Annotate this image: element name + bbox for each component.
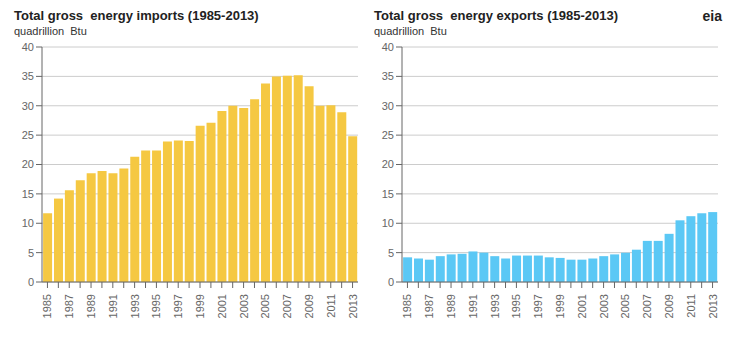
svg-text:1997: 1997 <box>532 294 544 318</box>
svg-text:2011: 2011 <box>685 294 697 318</box>
svg-text:0: 0 <box>28 276 34 288</box>
svg-text:2011: 2011 <box>325 294 337 318</box>
svg-text:0: 0 <box>388 276 394 288</box>
svg-text:1987: 1987 <box>423 294 435 318</box>
html-text:quadrillion Btu: quadrillion Btu <box>14 25 87 37</box>
svg-text:2005: 2005 <box>259 294 271 318</box>
svg-text:1985: 1985 <box>401 294 413 318</box>
svg-text:2007: 2007 <box>281 294 293 318</box>
svg-text:2009: 2009 <box>303 294 315 318</box>
svg-text:35: 35 <box>22 70 34 82</box>
svg-text:15: 15 <box>382 188 394 200</box>
svg-text:2013: 2013 <box>347 294 359 318</box>
html-text:quadrillion Btu: quadrillion Btu <box>374 25 447 37</box>
svg-text:1991: 1991 <box>107 294 119 318</box>
svg-text:2001: 2001 <box>576 294 588 318</box>
svg-text:1989: 1989 <box>445 294 457 318</box>
svg-text:30: 30 <box>382 100 394 112</box>
svg-text:30: 30 <box>22 100 34 112</box>
svg-text:2003: 2003 <box>598 294 610 318</box>
svg-text:1993: 1993 <box>489 294 501 318</box>
svg-text:1999: 1999 <box>554 294 566 318</box>
svg-text:1991: 1991 <box>467 294 479 318</box>
svg-text:15: 15 <box>22 188 34 200</box>
svg-text:35: 35 <box>382 70 394 82</box>
svg-text:2003: 2003 <box>238 294 250 318</box>
svg-text:25: 25 <box>22 129 34 141</box>
svg-text:5: 5 <box>388 247 394 259</box>
html-text:eia: eia <box>702 8 722 24</box>
svg-text:10: 10 <box>22 217 34 229</box>
svg-text:2007: 2007 <box>641 294 653 318</box>
svg-text:1987: 1987 <box>63 294 75 318</box>
svg-text:40: 40 <box>382 41 394 53</box>
svg-text:1989: 1989 <box>85 294 97 318</box>
svg-text:1997: 1997 <box>172 294 184 318</box>
html-text:Total gross energy exports (19: Total gross energy exports (1985-2013) <box>374 8 618 23</box>
svg-text:1995: 1995 <box>510 294 522 318</box>
svg-text:2009: 2009 <box>663 294 675 318</box>
svg-text:1995: 1995 <box>150 294 162 318</box>
svg-text:20: 20 <box>22 158 34 170</box>
svg-text:1999: 1999 <box>194 294 206 318</box>
svg-text:25: 25 <box>382 129 394 141</box>
svg-text:40: 40 <box>22 41 34 53</box>
html-text:Total gross energy imports (19: Total gross energy imports (1985-2013) <box>14 8 259 23</box>
svg-text:1985: 1985 <box>41 294 53 318</box>
svg-text:1993: 1993 <box>129 294 141 318</box>
svg-text:2013: 2013 <box>707 294 719 318</box>
svg-text:2005: 2005 <box>619 294 631 318</box>
svg-text:5: 5 <box>28 247 34 259</box>
svg-text:20: 20 <box>382 158 394 170</box>
svg-text:10: 10 <box>382 217 394 229</box>
svg-text:2001: 2001 <box>216 294 228 318</box>
